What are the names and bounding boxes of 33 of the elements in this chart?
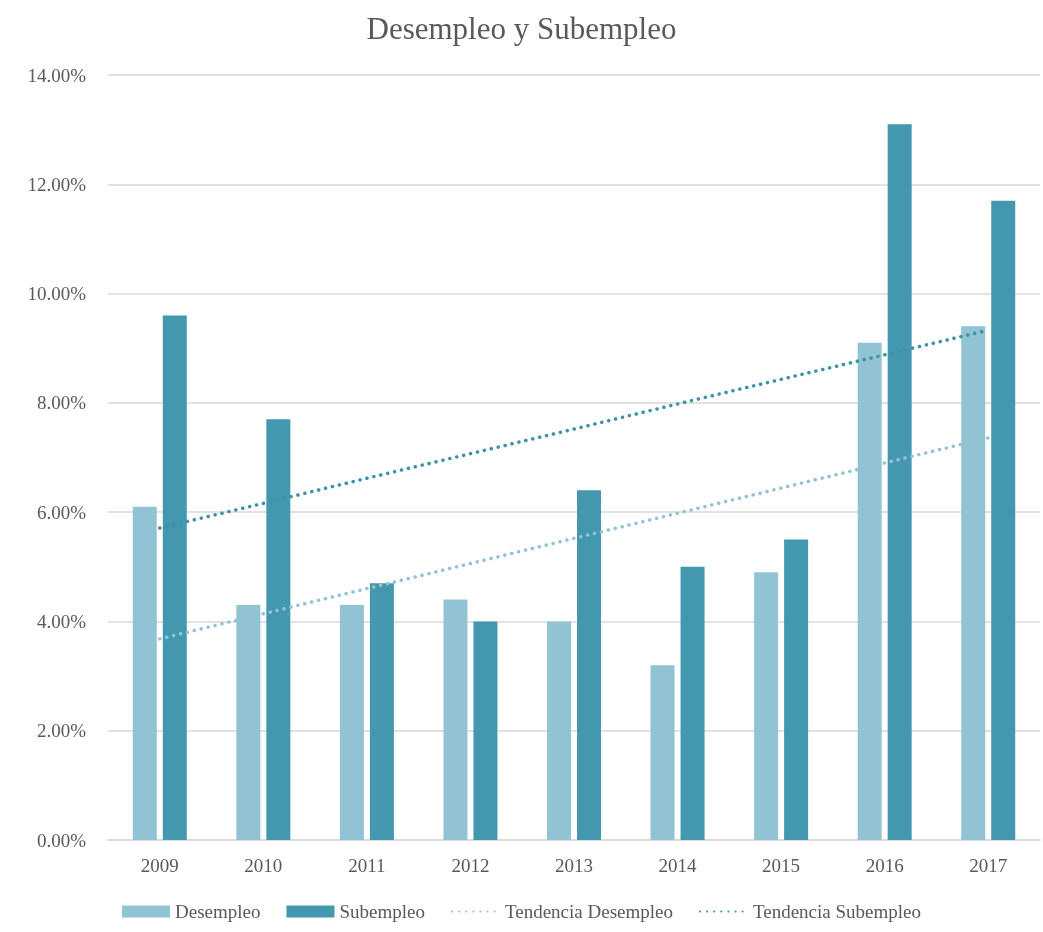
y-tick-label: 2.00% <box>36 720 87 742</box>
legend-label: Subempleo <box>339 901 425 922</box>
legend-label: Tendencia Desempleo <box>504 901 673 922</box>
x-tick-label: 2011 <box>348 855 386 876</box>
x-tick-label: 2016 <box>865 855 904 876</box>
bar <box>473 621 498 840</box>
bar <box>369 583 394 840</box>
bar <box>784 539 809 840</box>
bar <box>443 599 468 840</box>
y-tick-label: 0.00% <box>36 829 87 851</box>
x-tick-label: 2012 <box>451 855 490 876</box>
legend-label: Desempleo <box>175 901 261 922</box>
bar <box>991 200 1016 840</box>
bar <box>754 572 779 840</box>
x-tick-label: 2013 <box>555 855 593 876</box>
x-tick-label: 2009 <box>140 855 179 876</box>
bar <box>680 566 705 840</box>
bar <box>577 490 601 840</box>
legend-label: Tendencia Subempleo <box>752 901 921 922</box>
chart-title: Desempleo y Subempleo <box>366 11 677 46</box>
bar <box>339 605 364 840</box>
y-tick-label: 4.00% <box>36 610 87 632</box>
y-tick-label: 6.00% <box>36 501 87 523</box>
y-tick-label: 14.00% <box>27 64 87 86</box>
x-tick-label: 2010 <box>244 855 283 876</box>
x-tick-label: 2017 <box>969 855 1008 876</box>
y-tick-label: 12.00% <box>27 173 87 195</box>
y-tick-label: 8.00% <box>36 392 87 414</box>
bar <box>547 621 571 840</box>
x-tick-label: 2015 <box>762 855 801 876</box>
y-tick-label: 10.00% <box>27 283 87 305</box>
bar <box>650 665 675 840</box>
x-tick-label: 2014 <box>658 855 698 876</box>
